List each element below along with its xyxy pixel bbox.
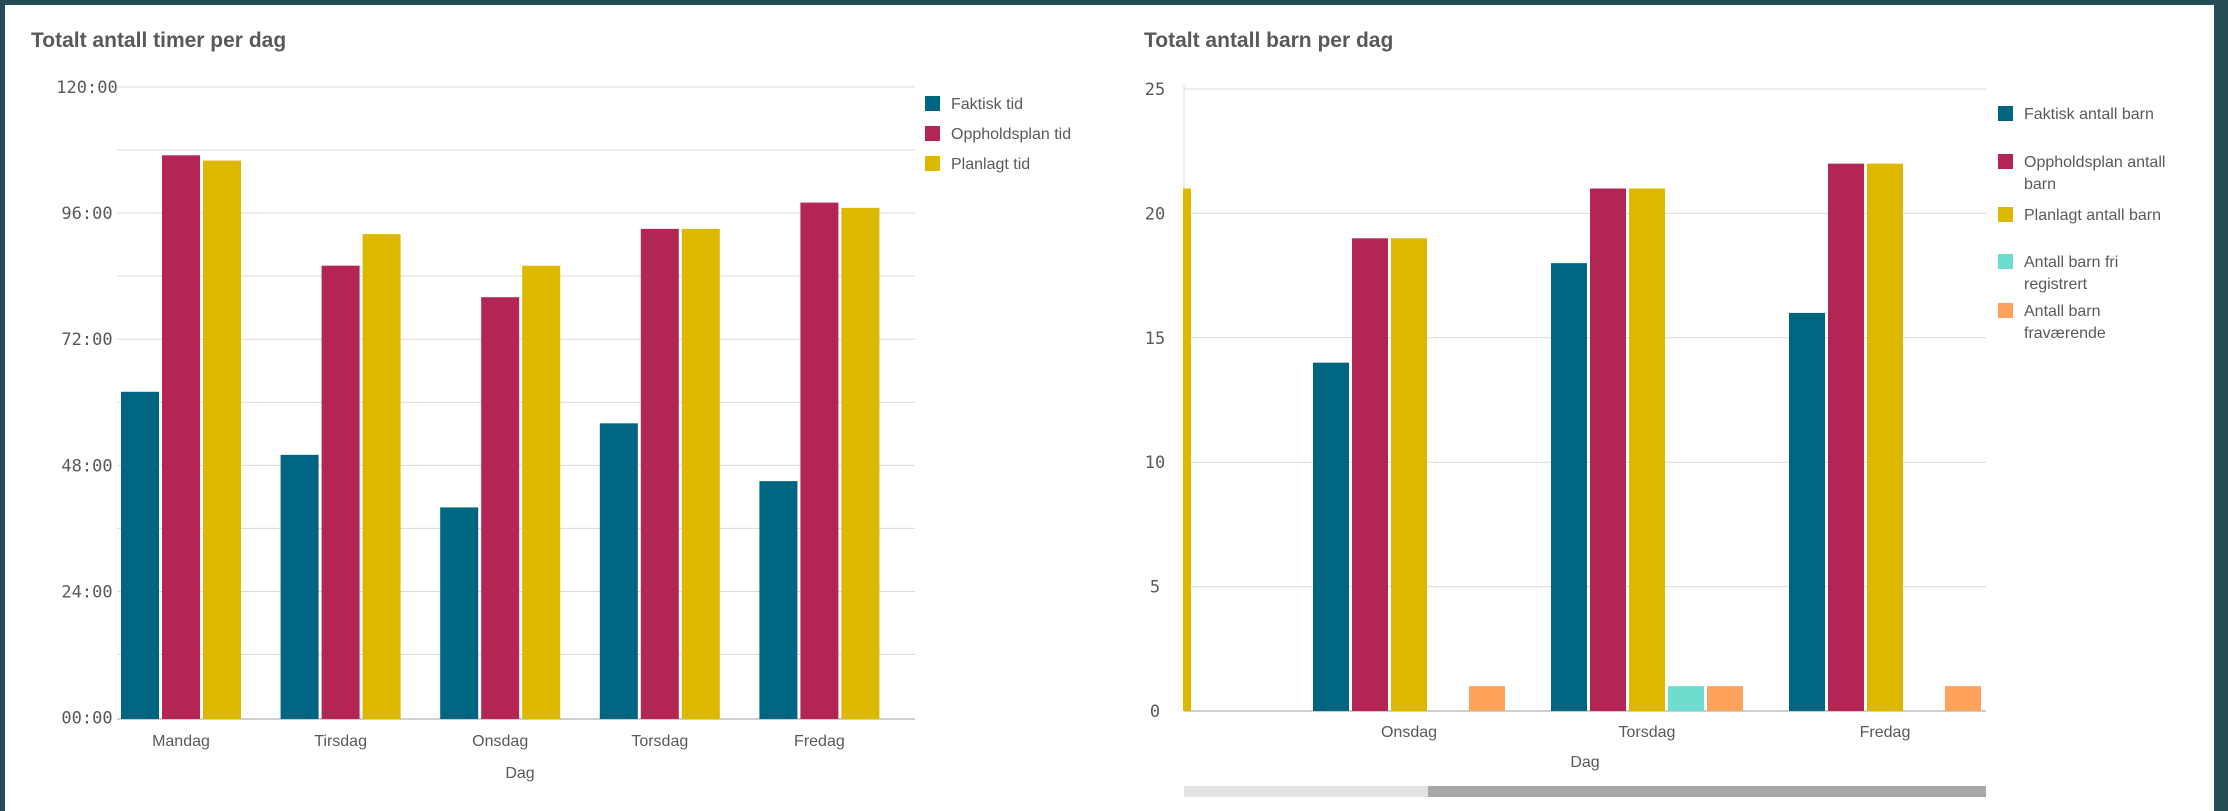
x-tick-label: Mandag bbox=[152, 733, 210, 750]
x-tick-label: Fredag bbox=[1860, 724, 1911, 741]
x-tick-label: Torsdag bbox=[631, 733, 688, 750]
x-axis-title: Dag bbox=[505, 765, 534, 782]
y-tick-label: 48:00 bbox=[61, 456, 112, 476]
bar-antall-barn-fri-registrert-torsdag[interactable] bbox=[1668, 686, 1704, 711]
chart-title-hours: Totalt antall timer per dag bbox=[31, 29, 287, 52]
bar-planlagt-tid-onsdag[interactable] bbox=[522, 265, 561, 719]
bar-faktisk-antall-barn-torsdag[interactable] bbox=[1551, 263, 1587, 711]
bar-oppholdsplan-antall-barn-torsdag[interactable] bbox=[1590, 188, 1626, 711]
bar-oppholdsplan-antall-barn-onsdag[interactable] bbox=[1352, 238, 1388, 711]
chart-hours-svg[interactable]: 00:00 24:00 48:00 72:00 96:00 120:00 Mandag Tir… bbox=[5, 5, 1118, 811]
x-tick-label: Tirsdag bbox=[314, 733, 367, 750]
bar-planlagt-tid-mandag[interactable] bbox=[203, 160, 241, 719]
legend-swatch bbox=[1998, 254, 2013, 269]
y-tick-label: 20 bbox=[1145, 204, 1165, 224]
bar-partial-clipped[interactable] bbox=[1183, 188, 1191, 711]
legend-label: Faktisk antall barn bbox=[2024, 106, 2154, 123]
bar-planlagt-antall-barn-onsdag[interactable] bbox=[1391, 238, 1427, 711]
legend-label: Oppholdsplan tid bbox=[951, 126, 1071, 143]
bar-faktisk-tid-fredag[interactable] bbox=[759, 481, 798, 719]
chart-title-children: Totalt antall barn per dag bbox=[1144, 29, 1394, 52]
legend-swatch bbox=[1998, 106, 2013, 121]
bar-oppholdsplan-antall-barn-fredag[interactable] bbox=[1828, 163, 1864, 711]
x-tick-label: Onsdag bbox=[472, 733, 528, 750]
y-tick-label: 10 bbox=[1145, 453, 1165, 473]
bar-oppholdsplan-tid-tirsdag[interactable] bbox=[321, 265, 360, 719]
bar-faktisk-tid-torsdag[interactable] bbox=[599, 423, 638, 719]
y-tick-label: 5 bbox=[1150, 578, 1160, 598]
y-tick-label: 120:00 bbox=[56, 78, 117, 98]
x-axis-title: Dag bbox=[1570, 754, 1599, 771]
y-tick-label: 0 bbox=[1150, 702, 1160, 722]
chart-panel-children: Totalt antall barn per dag 0 5 10 15 20 25 Ons… bbox=[1118, 5, 2214, 811]
chart-panel-hours: Totalt antall timer per dag 00:00 24:00 48… bbox=[5, 5, 1118, 811]
x-tick-label: Onsdag bbox=[1381, 724, 1437, 741]
bar-oppholdsplan-tid-mandag[interactable] bbox=[162, 155, 200, 719]
legend-swatch bbox=[925, 126, 940, 141]
y-tick-label: 24:00 bbox=[61, 582, 112, 602]
legend-swatch bbox=[925, 156, 940, 171]
bar-faktisk-tid-tirsdag[interactable] bbox=[280, 454, 319, 719]
bar-antall-barn-fraværende-torsdag[interactable] bbox=[1707, 686, 1743, 711]
bar-oppholdsplan-tid-torsdag[interactable] bbox=[640, 228, 679, 719]
legend-swatch bbox=[1998, 303, 2013, 318]
y-tick-label: 25 bbox=[1145, 80, 1165, 100]
y-tick-label: 00:00 bbox=[61, 709, 112, 729]
legend-label: Antall barn fraværende bbox=[2024, 303, 2106, 342]
legend-swatch bbox=[1998, 154, 2013, 169]
bar-faktisk-tid-onsdag[interactable] bbox=[440, 507, 479, 719]
bar-faktisk-tid-mandag[interactable] bbox=[121, 391, 159, 719]
bar-faktisk-antall-barn-fredag[interactable] bbox=[1789, 312, 1825, 711]
bar-planlagt-tid-fredag[interactable] bbox=[841, 207, 880, 720]
bar-oppholdsplan-tid-fredag[interactable] bbox=[800, 202, 839, 720]
y-tick-label: 96:00 bbox=[61, 204, 112, 224]
legend-label: Antall barn fri registrert bbox=[2024, 254, 2118, 293]
bar-planlagt-antall-barn-fredag[interactable] bbox=[1867, 163, 1903, 711]
chart-children-svg[interactable]: 0 5 10 15 20 25 Onsdag Torsdag Fredag Dag Faktisk … bbox=[1118, 5, 2214, 811]
bar-planlagt-tid-tirsdag[interactable] bbox=[362, 234, 401, 719]
bar-planlagt-tid-torsdag[interactable] bbox=[681, 228, 720, 719]
x-tick-label: Torsdag bbox=[1619, 724, 1676, 741]
legend-label: Planlagt tid bbox=[951, 156, 1030, 173]
bar-antall-barn-fraværende-fredag[interactable] bbox=[1945, 686, 1981, 711]
legend-label: Faktisk tid bbox=[951, 96, 1023, 113]
legend-swatch bbox=[1998, 207, 2013, 222]
legend-label: Planlagt antall barn bbox=[2024, 207, 2161, 224]
y-tick-label: 15 bbox=[1145, 329, 1165, 349]
bar-planlagt-antall-barn-torsdag[interactable] bbox=[1629, 188, 1665, 711]
scrollbar-thumb[interactable] bbox=[1428, 786, 1986, 797]
y-tick-label: 72:00 bbox=[61, 330, 112, 350]
legend-label: Oppholdsplan antall barn bbox=[2024, 154, 2165, 193]
legend-swatch bbox=[925, 96, 940, 111]
bar-faktisk-antall-barn-onsdag[interactable] bbox=[1313, 362, 1349, 711]
x-tick-label: Fredag bbox=[794, 733, 845, 750]
bar-oppholdsplan-tid-onsdag[interactable] bbox=[481, 297, 520, 719]
bar-antall-barn-fraværende-onsdag[interactable] bbox=[1469, 686, 1505, 711]
